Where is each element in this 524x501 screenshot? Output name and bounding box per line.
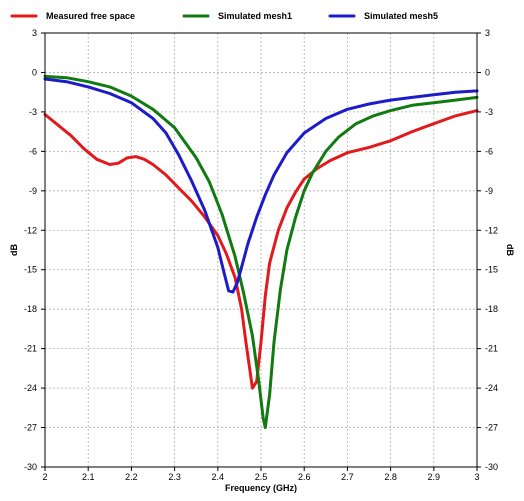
y-tick-label-left: -24 [24, 383, 37, 393]
y-tick-label-right: 0 [485, 67, 490, 77]
y-tick-label-right: -3 [485, 107, 493, 117]
y-tick-label-left: -27 [24, 423, 37, 433]
y-tick-label-left: -21 [24, 344, 37, 354]
y-tick-label-left: -18 [24, 304, 37, 314]
y-tick-label-right: -30 [485, 462, 498, 472]
y-tick-label-right: 3 [485, 28, 490, 38]
y-tick-label-left: -3 [29, 107, 37, 117]
y-tick-label-right: -9 [485, 186, 493, 196]
y-tick-label-right: -12 [485, 225, 498, 235]
x-tick-label: 2.9 [428, 472, 441, 482]
y-tick-label-left: 3 [32, 28, 37, 38]
y-tick-label-right: -21 [485, 344, 498, 354]
y-axis-right-ticks: 3 0 -3 -6 -9 -12 -15 -18 -21 -24 -27 -30 [477, 28, 498, 472]
y-tick-label-right: -18 [485, 304, 498, 314]
x-axis-label: Frequency (GHz) [225, 483, 297, 493]
y-axis-label-right: dB [505, 244, 515, 256]
x-tick-label: 2.6 [298, 472, 311, 482]
y-tick-label-right: -24 [485, 383, 498, 393]
legend-label-2: Simulated mesh1 [218, 11, 292, 21]
x-tick-label: 2.3 [168, 472, 181, 482]
y-tick-label-left: -12 [24, 225, 37, 235]
y-tick-label-right: -6 [485, 146, 493, 156]
x-tick-label: 3 [474, 472, 479, 482]
y-axis-label-left: dB [9, 244, 19, 256]
x-axis-ticks: 2 2.1 2.2 2.3 2.4 2.5 2.6 2.7 2.8 2.9 3 [42, 467, 479, 482]
y-tick-label-left: -30 [24, 462, 37, 472]
y-tick-label-right: -15 [485, 265, 498, 275]
y-tick-label-right: -27 [485, 423, 498, 433]
y-tick-label-left: 0 [32, 67, 37, 77]
y-axis-left-ticks: 3 0 -3 -6 -9 -12 -15 -18 -21 -24 -27 -30 [24, 28, 45, 472]
x-tick-label: 2.1 [82, 472, 95, 482]
x-tick-label: 2.2 [125, 472, 138, 482]
x-tick-label: 2.4 [212, 472, 225, 482]
y-tick-label-left: -6 [29, 146, 37, 156]
legend-label-3: Simulated mesh5 [364, 11, 438, 21]
legend: Measured free space Simulated mesh1 Simula… [12, 11, 438, 21]
x-tick-label: 2.8 [384, 472, 397, 482]
legend-label-1: Measured free space [46, 11, 135, 21]
x-tick-label: 2 [42, 472, 47, 482]
y-tick-label-left: -9 [29, 186, 37, 196]
x-tick-label: 2.7 [341, 472, 354, 482]
x-tick-label: 2.5 [255, 472, 268, 482]
y-tick-label-left: -15 [24, 265, 37, 275]
